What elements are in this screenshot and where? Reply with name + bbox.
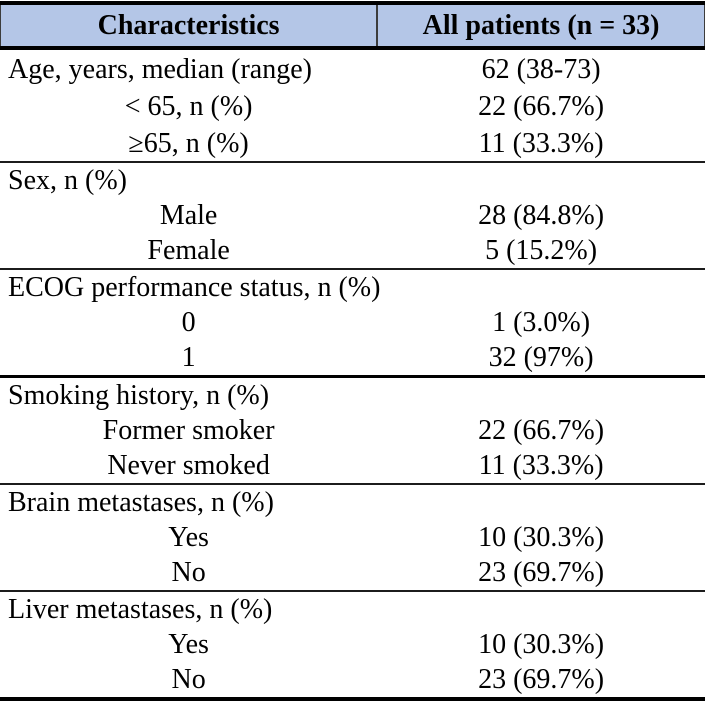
column-header-characteristics: Characteristics: [0, 1, 378, 50]
row-value: [377, 484, 705, 520]
table-row: Liver metastases, n (%): [0, 591, 705, 627]
row-value: 62 (38-73): [481, 53, 601, 85]
table-row: Female 5 (15.2%): [0, 233, 705, 269]
row-label: Male: [159, 199, 218, 231]
table-row: Yes 10 (30.3%): [0, 520, 705, 555]
table-row: No 23 (69.7%): [0, 555, 705, 591]
column-header-all-patients: All patients (n = 33): [377, 1, 705, 50]
row-label: 0: [181, 306, 196, 338]
row-value: [377, 162, 705, 198]
row-label: No: [171, 663, 206, 695]
table-row: 0 1 (3.0%): [0, 305, 705, 340]
row-label: Female: [147, 234, 230, 266]
row-label: No: [171, 556, 206, 588]
row-value: [377, 591, 705, 627]
row-label: ECOG performance status, n (%): [8, 271, 381, 303]
section-smoking: Smoking history, n (%) Former smoker 22 …: [0, 377, 705, 484]
table-row: < 65, n (%) 22 (66.7%): [0, 87, 705, 124]
table-row: Male 28 (84.8%): [0, 198, 705, 233]
row-label: Smoking history, n (%): [8, 379, 270, 411]
table-row: Brain metastases, n (%): [0, 484, 705, 520]
row-value: 10 (30.3%): [478, 628, 605, 660]
row-label: Yes: [168, 628, 209, 660]
row-value: 22 (66.7%): [478, 90, 605, 122]
row-label: Never smoked: [107, 449, 270, 481]
row-value: 5 (15.2%): [485, 234, 598, 266]
row-value: [377, 377, 705, 414]
section-age: Age, years, median (range) 62 (38-73) < …: [0, 48, 705, 162]
table-row: Yes 10 (30.3%): [0, 627, 705, 662]
row-value: 23 (69.7%): [478, 556, 605, 588]
row-value: 22 (66.7%): [478, 414, 605, 446]
row-label: 1: [181, 341, 196, 373]
section-sex: Sex, n (%) Male 28 (84.8%) Female 5 (15.…: [0, 162, 705, 269]
row-label: Yes: [168, 521, 209, 553]
table-row: No 23 (69.7%): [0, 662, 705, 699]
row-value: 11 (33.3%): [478, 127, 604, 159]
table-row: Never smoked 11 (33.3%): [0, 448, 705, 484]
row-value: 1 (3.0%): [492, 306, 591, 338]
row-label: < 65, n (%): [124, 90, 253, 122]
row-label: ≥65, n (%): [128, 127, 249, 159]
table-row: Age, years, median (range) 62 (38-73): [0, 48, 705, 87]
row-value: 28 (84.8%): [478, 199, 605, 231]
table-row: ≥65, n (%) 11 (33.3%): [0, 124, 705, 162]
row-label: Former smoker: [102, 414, 275, 446]
row-label: Sex, n (%): [8, 164, 127, 196]
header-row: Characteristics All patients (n = 33): [0, 1, 705, 50]
row-value: 32 (97%): [488, 341, 594, 373]
row-label: Age, years, median (range): [8, 53, 312, 85]
section-brain-metastases: Brain metastases, n (%) Yes 10 (30.3%) N…: [0, 484, 705, 591]
row-value: 23 (69.7%): [478, 663, 605, 695]
row-value: 11 (33.3%): [478, 449, 604, 481]
row-value: 10 (30.3%): [478, 521, 605, 553]
table-row: Smoking history, n (%): [0, 377, 705, 414]
table-row: Former smoker 22 (66.7%): [0, 413, 705, 448]
section-liver-metastases: Liver metastases, n (%) Yes 10 (30.3%) N…: [0, 591, 705, 699]
row-label: Liver metastases, n (%): [8, 593, 273, 625]
row-value: [377, 269, 705, 305]
row-label: Brain metastases, n (%): [8, 486, 274, 518]
table-row: Sex, n (%): [0, 162, 705, 198]
table-row: 1 32 (97%): [0, 340, 705, 377]
section-ecog: ECOG performance status, n (%) 0 1 (3.0%…: [0, 269, 705, 377]
table-row: ECOG performance status, n (%): [0, 269, 705, 305]
table-header: Characteristics All patients (n = 33): [0, 1, 705, 50]
